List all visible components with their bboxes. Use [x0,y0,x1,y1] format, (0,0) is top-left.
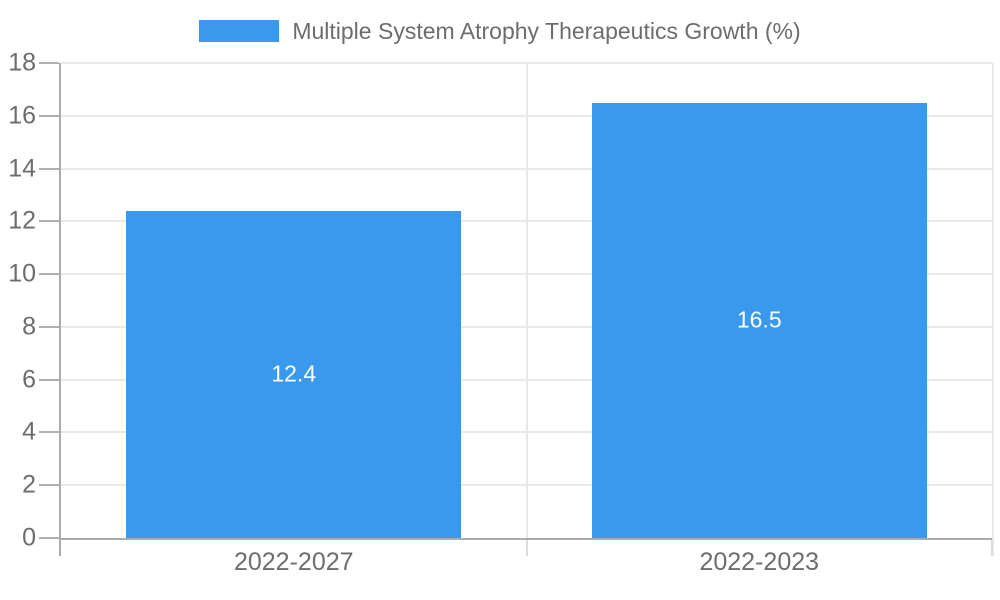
y-axis-tick-label: 4 [22,417,36,446]
bar-value-label: 12.4 [271,360,317,387]
x-axis-tick-mark [59,540,61,556]
y-axis-tick-label: 14 [8,154,36,183]
gridline-vertical [525,63,528,538]
plot-right-border [992,63,994,556]
y-axis-tick-mark [39,167,59,170]
y-axis-tick-label: 2 [22,470,36,499]
bar: 12.4 [126,210,462,538]
x-axis-tick-mark [525,540,528,556]
y-axis-tick-mark [39,484,59,487]
y-axis-tick-label: 18 [8,48,36,77]
x-axis-tick-mark [991,540,993,556]
y-axis-tick-label: 0 [22,523,36,552]
y-axis-tick-label: 10 [8,259,36,288]
x-axis-category-label: 2022-2023 [699,548,820,576]
y-axis-tick-mark [39,114,59,117]
y-axis-tick-mark [39,325,59,328]
y-axis-tick-mark [39,62,59,64]
y-axis-tick-mark [39,273,59,276]
y-axis-tick-label: 6 [22,365,36,394]
y-axis-tick-label: 8 [22,312,36,341]
bar: 16.5 [591,102,927,538]
y-axis-tick-mark [39,378,59,381]
y-axis-tick-label: 12 [8,206,36,235]
y-axis-tick-mark [39,431,59,434]
y-axis-tick-mark [39,220,59,223]
legend-swatch [199,20,280,42]
plot-area: 12.4 16.5 [59,62,994,556]
y-axis-tick-label: 16 [8,101,36,130]
x-axis: 2022-2027 2022-2023 [61,550,992,580]
x-axis-category-label: 2022-2027 [233,548,354,576]
y-axis: 0 2 4 6 8 10 12 14 16 18 [0,50,59,550]
legend-label: Multiple System Atrophy Therapeutics Gro… [292,17,801,44]
y-axis-tick-mark [39,537,59,539]
legend: Multiple System Atrophy Therapeutics Gro… [0,17,1000,45]
bar-value-label: 16.5 [736,306,782,333]
